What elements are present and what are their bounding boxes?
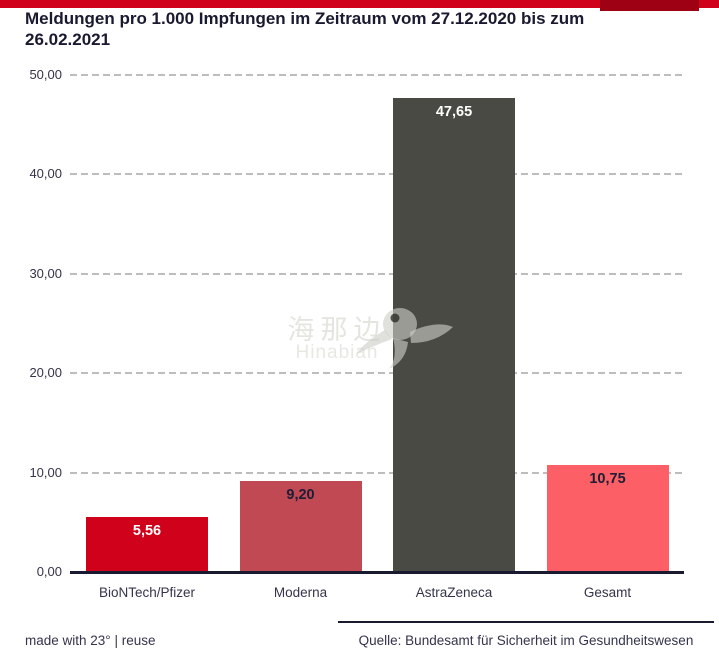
bar-moderna[interactable] (239, 480, 362, 572)
source-text: Quelle: Bundesamt für Sicherheit im Gesu… (358, 633, 694, 648)
x-axis-line (70, 571, 684, 574)
y-axis-label: 50,00 (29, 67, 62, 82)
x-axis-label-gesamt: Gesamt (583, 585, 632, 600)
y-axis-label: 10,00 (29, 464, 62, 480)
bar-value-label: 10,75 (589, 471, 626, 488)
y-axis-label: 0,00 (36, 564, 62, 579)
bar-value-label: 47,65 (435, 104, 473, 121)
bar-astrazeneca[interactable] (393, 98, 515, 572)
x-axis-label-moderna: Moderna (273, 585, 328, 600)
x-axis-label-biontech-pfizer: BioNTech/Pfizer (98, 585, 196, 600)
watermark-cjk-text: 海那边 (287, 315, 387, 345)
attribution-link[interactable]: made with 23° | reuse (25, 633, 156, 648)
y-axis-label: 20,00 (29, 365, 62, 381)
gridline-50,00 (70, 74, 685, 76)
gridline-40,00 (70, 173, 685, 176)
gridline-30,00 (70, 272, 685, 275)
source-divider-line (338, 621, 714, 623)
bar-value-label: 9,20 (286, 486, 315, 503)
chart-title: Meldungen pro 1.000 Impfungen im Zeitrau… (25, 9, 585, 49)
header-accent-segment (600, 0, 699, 11)
bar-gesamt[interactable] (546, 465, 669, 572)
x-axis-label-astrazeneca: AstraZeneca (415, 585, 493, 600)
watermark-latin-text: Hinabian (295, 342, 379, 363)
header-accent-bar (0, 0, 719, 8)
y-axis-label: 30,00 (29, 265, 62, 281)
y-axis-label: 40,00 (29, 166, 62, 182)
gridline-10,00 (70, 471, 685, 474)
bar-value-label: 5,56 (132, 522, 162, 539)
gridline-20,00 (70, 372, 685, 375)
bar-biontech-pfizer[interactable] (86, 516, 208, 572)
